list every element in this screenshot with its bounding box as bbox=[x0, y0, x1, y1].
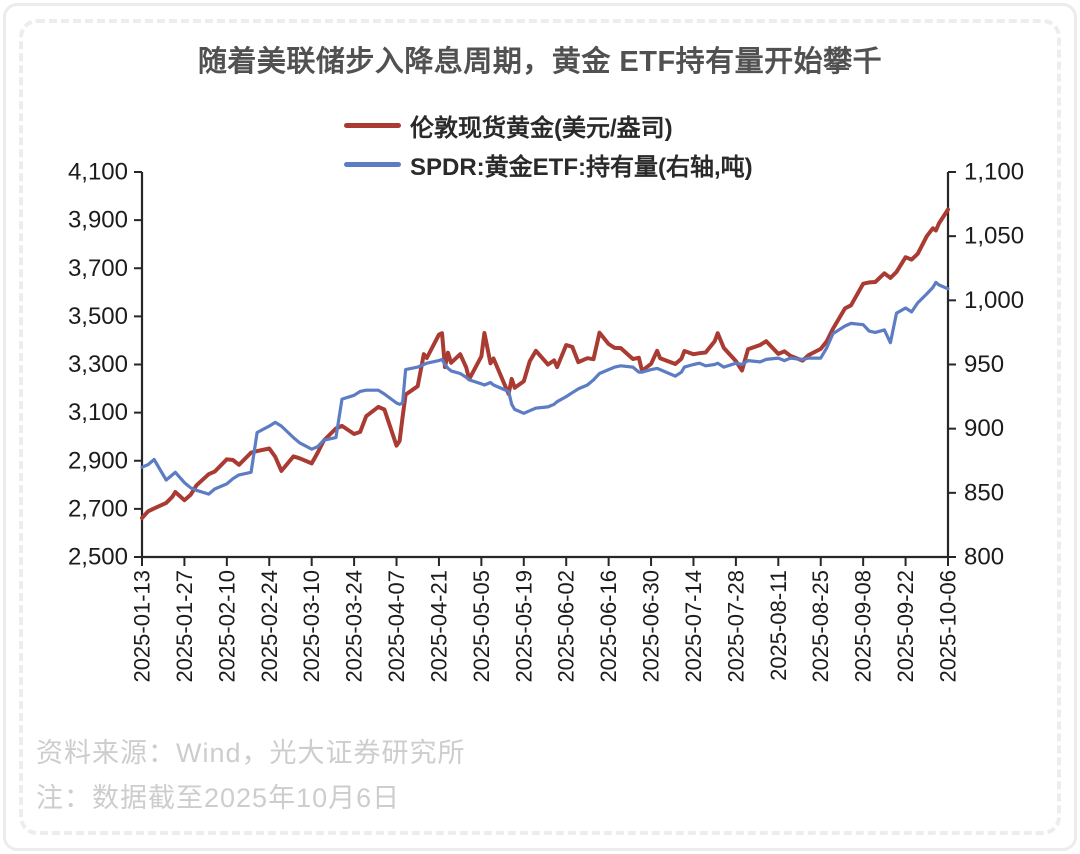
legend: 伦敦现货黄金(美元/盎司) SPDR:黄金ETF:持有量(右轴,吨) bbox=[344, 109, 753, 181]
x-axis-label: 2025-02-24 bbox=[257, 570, 282, 683]
left-axis-label: 3,300 bbox=[68, 351, 128, 378]
left-axis-label: 2,700 bbox=[68, 495, 128, 522]
x-axis-label: 2025-09-22 bbox=[893, 570, 918, 683]
x-axis-label: 2025-05-05 bbox=[469, 570, 494, 683]
x-axis-label: 2025-10-06 bbox=[936, 570, 961, 683]
right-axis-label: 900 bbox=[964, 415, 1004, 442]
etf-line-swatch bbox=[344, 162, 401, 167]
legend-item-gold: 伦敦现货黄金(美元/盎司) bbox=[344, 109, 753, 142]
legend-item-etf: SPDR:黄金ETF:持有量(右轴,吨) bbox=[344, 148, 753, 181]
x-axis-label: 2025-07-14 bbox=[681, 570, 706, 683]
x-axis-label: 2025-03-10 bbox=[299, 570, 324, 683]
axes bbox=[140, 172, 950, 559]
right-axis-label: 850 bbox=[964, 479, 1004, 506]
x-axis-label: 2025-06-16 bbox=[596, 570, 621, 683]
x-axis-label: 2025-06-02 bbox=[554, 570, 579, 683]
right-axis-label: 800 bbox=[964, 544, 1004, 571]
right-axis-label: 1,100 bbox=[964, 159, 1024, 186]
right-axis-label: 1,050 bbox=[964, 223, 1024, 250]
cutoff-note: 注：数据截至2025年10月6日 bbox=[36, 783, 401, 813]
left-axis-label: 3,500 bbox=[68, 303, 128, 330]
etf-holdings-line bbox=[140, 280, 950, 496]
left-axis-label: 2,900 bbox=[68, 447, 128, 474]
chart-title: 随着美联储步入降息周期，黄金 ETF持有量开始攀千 bbox=[197, 46, 883, 78]
x-axis-label: 2025-05-19 bbox=[511, 570, 536, 683]
x-axis-label: 2025-08-25 bbox=[808, 570, 833, 683]
x-axis-label: 2025-08-11 bbox=[766, 570, 791, 681]
x-axis-label: 2025-01-27 bbox=[172, 570, 197, 683]
right-axis-label: 1,000 bbox=[964, 287, 1024, 314]
x-axis-label: 2025-03-24 bbox=[342, 570, 367, 683]
left-axis-label: 3,900 bbox=[68, 207, 128, 234]
legend-label-etf: SPDR:黄金ETF:持有量(右轴,吨) bbox=[410, 154, 753, 181]
x-axis-label: 2025-01-13 bbox=[130, 570, 155, 683]
gold-line-swatch bbox=[344, 123, 401, 128]
x-axis-label: 2025-07-28 bbox=[723, 570, 748, 683]
x-axis-label: 2025-06-30 bbox=[639, 570, 664, 683]
source-note: 资料来源：Wind，光大证券研究所 bbox=[36, 738, 466, 768]
right-axis-label: 950 bbox=[964, 351, 1004, 378]
x-axis-label: 2025-09-08 bbox=[851, 570, 876, 683]
x-axis-label: 2025-04-21 bbox=[426, 570, 451, 683]
left-axis-label: 2,500 bbox=[68, 544, 128, 571]
x-axis-label: 2025-02-10 bbox=[214, 570, 239, 683]
left-axis-label: 3,100 bbox=[68, 399, 128, 426]
left-axis-label: 3,700 bbox=[68, 255, 128, 282]
legend-label-gold: 伦敦现货黄金(美元/盎司) bbox=[410, 115, 673, 142]
left-axis-label: 4,100 bbox=[68, 159, 128, 186]
x-axis-label: 2025-04-07 bbox=[384, 570, 409, 683]
gold-price-line bbox=[140, 207, 950, 520]
